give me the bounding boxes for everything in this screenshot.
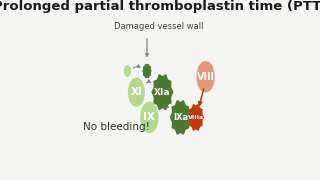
Text: IX: IX: [143, 112, 155, 122]
Text: XIa: XIa: [154, 88, 171, 97]
Text: Prolonged partial thromboplastin time (PTT): Prolonged partial thromboplastin time (P…: [0, 0, 320, 13]
Polygon shape: [154, 77, 171, 107]
Polygon shape: [172, 103, 188, 132]
FancyArrowPatch shape: [147, 80, 151, 83]
Text: No bleeding!: No bleeding!: [84, 122, 150, 132]
Ellipse shape: [197, 62, 214, 92]
Polygon shape: [188, 105, 204, 130]
Ellipse shape: [124, 66, 130, 76]
Text: VIIIa: VIIIa: [188, 115, 204, 120]
Polygon shape: [144, 65, 150, 77]
Text: IXa: IXa: [173, 113, 188, 122]
FancyArrowPatch shape: [160, 105, 168, 108]
Polygon shape: [171, 101, 190, 134]
Text: Damaged vessel wall: Damaged vessel wall: [114, 22, 203, 31]
Polygon shape: [190, 106, 202, 128]
FancyArrowPatch shape: [133, 65, 140, 68]
Text: VIII: VIII: [196, 72, 215, 82]
Ellipse shape: [129, 78, 144, 106]
Text: XI: XI: [131, 87, 142, 97]
Ellipse shape: [141, 102, 158, 132]
Polygon shape: [143, 64, 151, 78]
Polygon shape: [152, 75, 173, 110]
